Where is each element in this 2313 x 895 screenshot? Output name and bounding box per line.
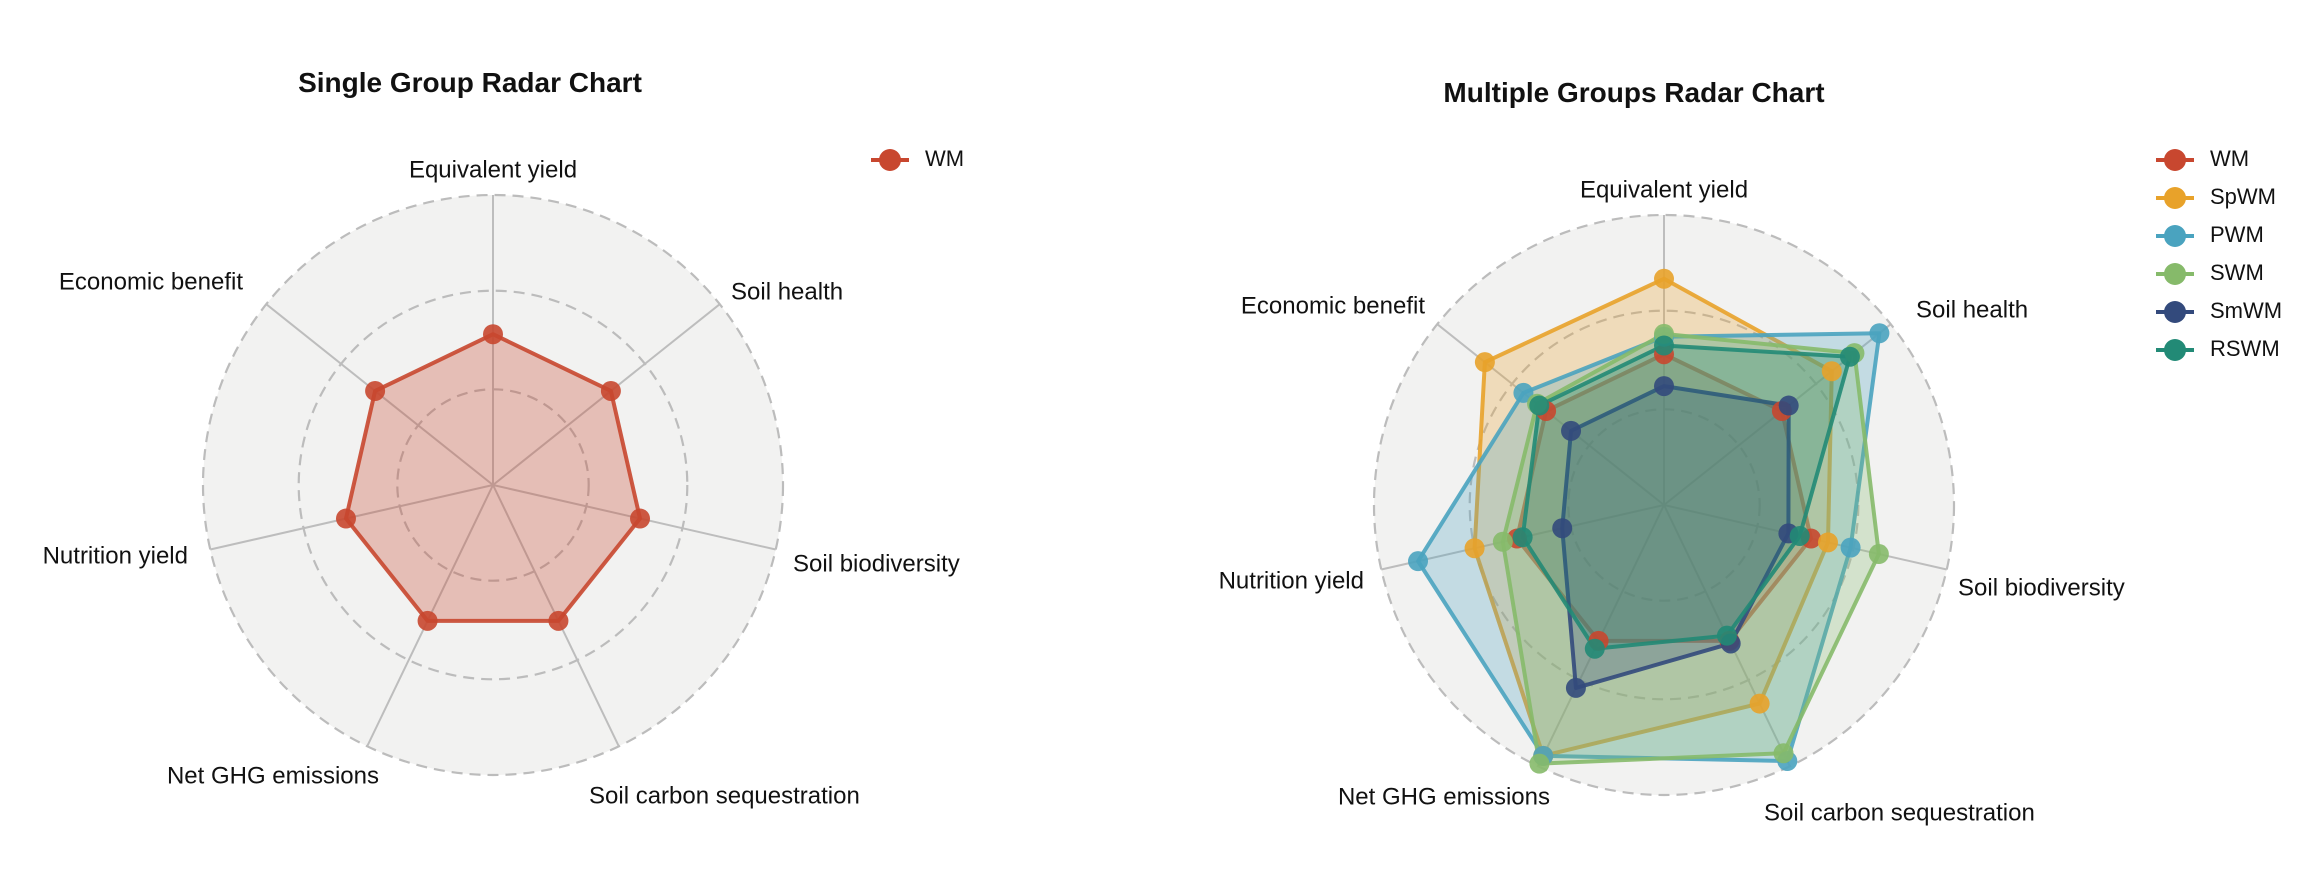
axis-label: Equivalent yield [409, 156, 577, 183]
data-point-rswm [1512, 527, 1533, 548]
data-point-smwm [1565, 677, 1586, 698]
axis-label: Soil biodiversity [1958, 574, 2125, 601]
legend-marker [2164, 339, 2186, 361]
legend-item-smwm: SmWM [2156, 298, 2282, 323]
legend-marker [2164, 301, 2186, 323]
legend-marker [2164, 225, 2186, 247]
axis-label: Net GHG emissions [1338, 783, 1550, 810]
axis-label: Soil health [1916, 296, 2028, 323]
legend-label: PWM [2210, 222, 2264, 247]
legend-item-pwm: PWM [2156, 222, 2264, 247]
data-point-pwm [1869, 323, 1890, 344]
grid-circle [1567, 408, 1761, 602]
data-point-wm [335, 508, 356, 529]
legend: WM [871, 146, 964, 171]
data-point-rswm [1716, 625, 1737, 646]
grid-circle [1372, 213, 1956, 797]
data-point-rswm [1654, 335, 1674, 356]
series-area-rswm [1520, 343, 1852, 651]
data-point-spwm [1817, 532, 1838, 553]
axis-label: Economic benefit [1241, 292, 1425, 319]
legend-label: SWM [2210, 260, 2264, 285]
axis-label: Nutrition yield [1219, 567, 1364, 594]
data-point-rswm [1584, 638, 1605, 659]
data-point-wm [483, 324, 503, 345]
legend-label: SpWM [2210, 184, 2276, 209]
legend-marker [2164, 263, 2186, 285]
chart-title-single: Single Group Radar Chart [298, 67, 642, 98]
chart-title-multiple: Multiple Groups Radar Chart [1443, 77, 1824, 108]
data-point-rswm [1839, 346, 1860, 367]
data-point-swm [1529, 753, 1550, 774]
legend-label: WM [925, 146, 964, 171]
data-point-pwm [1840, 537, 1861, 558]
legend-item-wm: WM [2156, 146, 2249, 171]
legend-item-spwm: SpWM [2156, 184, 2276, 209]
legend-label: WM [2210, 146, 2249, 171]
legend-marker [2164, 149, 2186, 171]
legend-marker [2164, 187, 2186, 209]
legend-item-swm: SWM [2156, 260, 2264, 285]
data-point-swm [1868, 544, 1889, 565]
data-point-pwm [1513, 382, 1534, 403]
legend-item-rswm: RSWM [2156, 336, 2280, 361]
data-point-wm [417, 610, 438, 631]
data-point-swm [1773, 743, 1794, 764]
axis-label: Soil carbon sequestration [1764, 799, 2035, 826]
data-point-wm [600, 380, 621, 401]
axis-label: Nutrition yield [43, 542, 188, 569]
legend-marker [879, 149, 901, 171]
data-point-wm [548, 610, 569, 631]
axis-label: Net GHG emissions [167, 762, 379, 789]
legend-label: SmWM [2210, 298, 2282, 323]
axis-label: Soil carbon sequestration [589, 782, 860, 809]
data-point-pwm [1408, 551, 1429, 572]
data-point-smwm [1778, 395, 1799, 416]
data-point-wm [630, 508, 651, 529]
data-point-smwm [1654, 376, 1674, 397]
axis-label: Soil biodiversity [793, 550, 960, 577]
series-area-smwm [1560, 384, 1791, 690]
radar-chart-2: Equivalent yield Soil health Soil biodiver… [1219, 146, 2283, 827]
data-point-spwm [1654, 268, 1674, 289]
radar-chart-1: Equivalent yield Soil health Soil biodiver… [43, 146, 965, 810]
series-area-wm [343, 332, 643, 623]
data-point-wm [365, 380, 386, 401]
data-point-spwm [1464, 538, 1485, 559]
data-point-smwm [1552, 518, 1573, 539]
data-point-swm [1492, 531, 1513, 552]
legend: WM SpWM PWM SWM SmWM RSWM [2156, 146, 2282, 361]
data-point-spwm [1821, 361, 1842, 382]
data-point-spwm [1749, 693, 1770, 714]
grid-circle [396, 388, 590, 582]
axis-label: Economic benefit [59, 268, 243, 295]
data-point-rswm [1789, 525, 1810, 546]
legend-label: RSWM [2210, 336, 2280, 361]
axis-label: Equivalent yield [1580, 176, 1748, 203]
grid-circle [297, 289, 689, 681]
grid-circle [201, 193, 785, 777]
axis-label: Soil health [731, 278, 843, 305]
data-point-rswm [1529, 395, 1550, 416]
legend-item-wm: WM [871, 146, 964, 171]
data-point-smwm [1561, 420, 1582, 441]
data-point-spwm [1474, 352, 1495, 373]
